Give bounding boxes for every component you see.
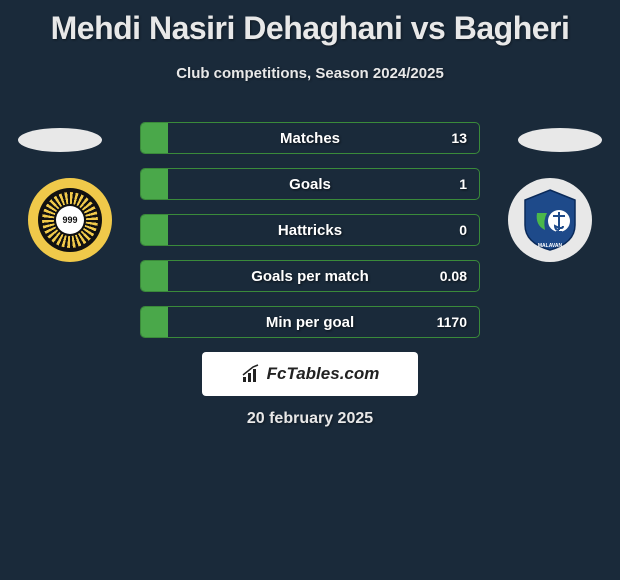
branding-text: FcTables.com — [267, 364, 380, 384]
stat-value: 13 — [451, 130, 467, 146]
branding-badge: FcTables.com — [202, 352, 418, 396]
stats-container: Matches 13 Goals 1 Hattricks 0 Goals per… — [140, 122, 480, 352]
svg-text:MALAVAN: MALAVAN — [538, 243, 563, 249]
stat-value: 1 — [459, 176, 467, 192]
stat-label: Goals per match — [141, 268, 479, 285]
player-left-ellipse — [18, 128, 102, 152]
player-right-ellipse — [518, 128, 602, 152]
stat-value: 0 — [459, 222, 467, 238]
stat-row-hattricks: Hattricks 0 — [140, 214, 480, 246]
page-title: Mehdi Nasiri Dehaghani vs Bagheri — [0, 0, 620, 47]
stat-label: Hattricks — [141, 222, 479, 239]
subtitle: Club competitions, Season 2024/2025 — [0, 65, 620, 82]
stat-label: Min per goal — [141, 314, 479, 331]
stat-row-min-per-goal: Min per goal 1170 — [140, 306, 480, 338]
stat-label: Goals — [141, 176, 479, 193]
club-logo-left-center: 999 — [56, 206, 84, 234]
stat-label: Matches — [141, 130, 479, 147]
club-logo-left-inner: 999 — [38, 188, 102, 252]
stat-row-goals-per-match: Goals per match 0.08 — [140, 260, 480, 292]
club-logo-left: 999 — [28, 178, 112, 262]
stat-value: 0.08 — [440, 268, 467, 284]
club-logo-right-svg: MALAVAN — [515, 185, 585, 255]
stat-row-goals: Goals 1 — [140, 168, 480, 200]
stat-value: 1170 — [437, 314, 467, 330]
stat-row-matches: Matches 13 — [140, 122, 480, 154]
date-text: 20 february 2025 — [0, 410, 620, 428]
branding-chart-icon — [241, 363, 263, 385]
club-logo-right: MALAVAN — [508, 178, 592, 262]
